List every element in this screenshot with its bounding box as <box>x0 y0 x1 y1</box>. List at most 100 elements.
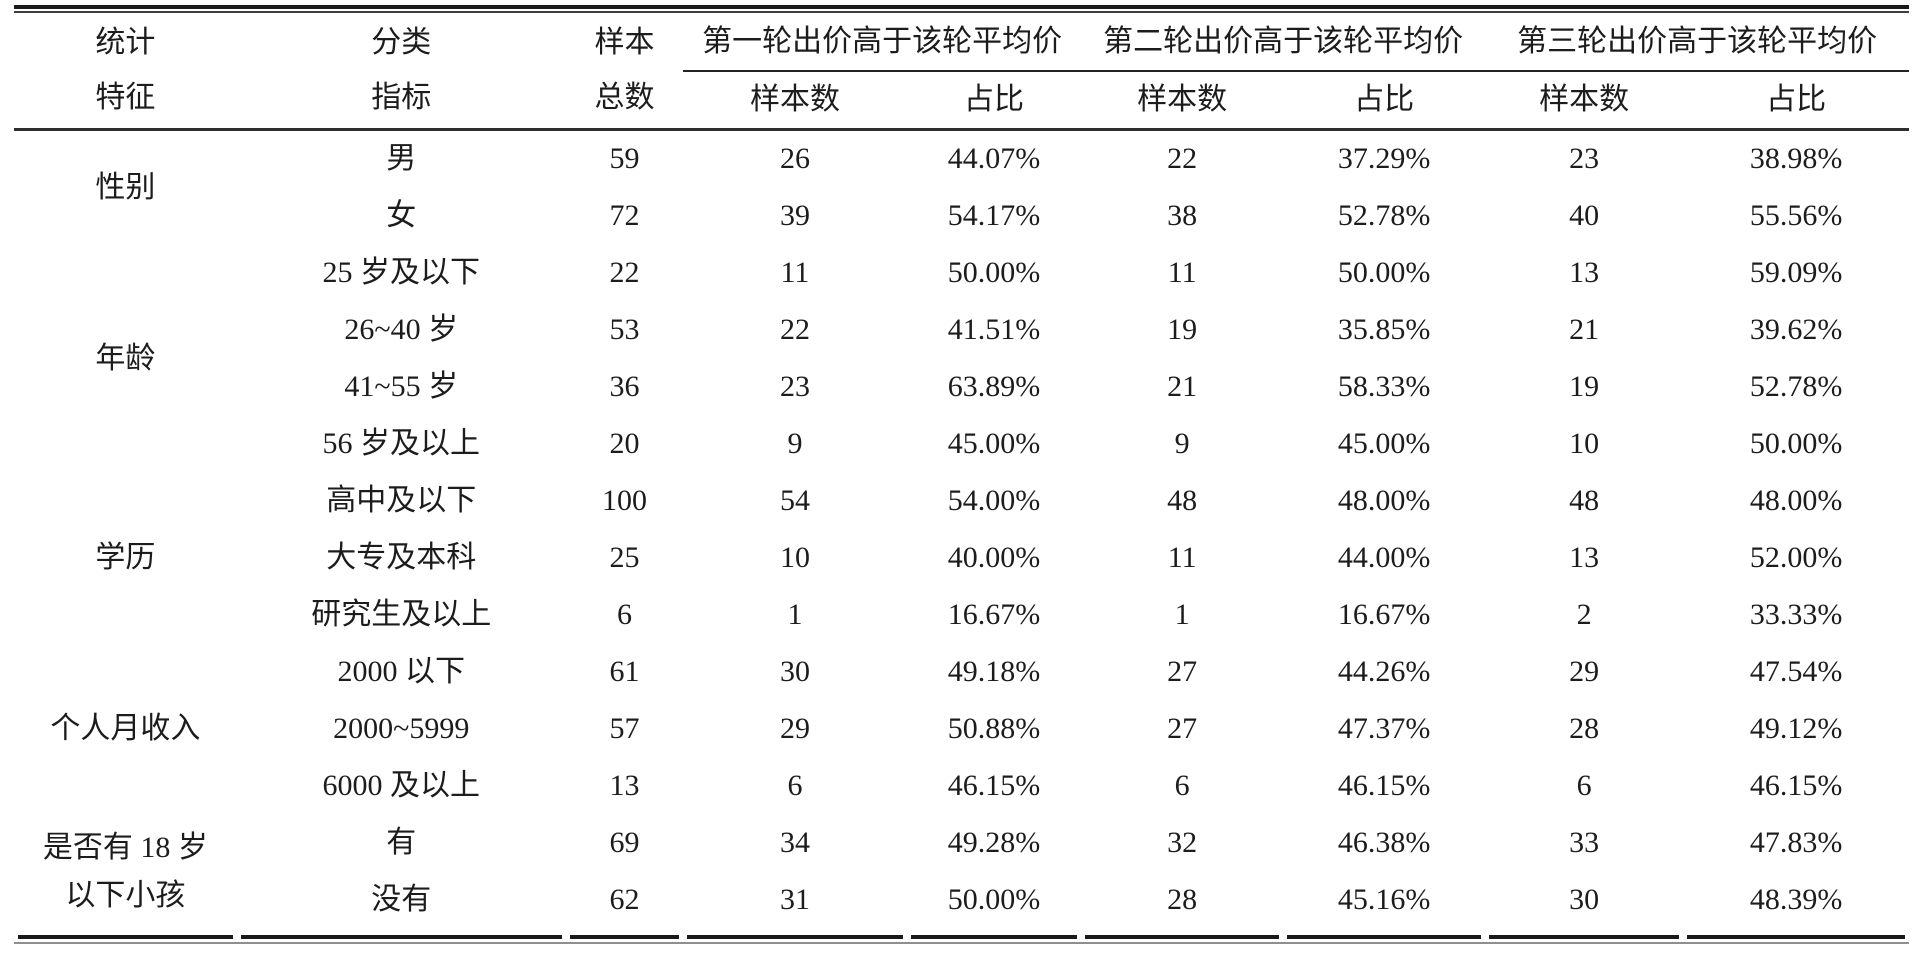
cell-round1-ratio: 54.00% <box>947 484 1041 518</box>
header-round2-group: 第二轮出价高于该轮平均价 <box>1081 13 1486 72</box>
cell-round2-count: 22 <box>1167 142 1198 176</box>
cell-round3-count: 13 <box>1569 541 1600 575</box>
bottom-rule-segment <box>683 934 907 939</box>
cell-round3-ratio: 55.56% <box>1749 199 1843 233</box>
cell-round2-ratio: 44.26% <box>1337 655 1431 689</box>
row-group-label: 年龄 <box>95 341 156 375</box>
cell-round3-count: 13 <box>1569 256 1600 290</box>
cell-round2-count: 38 <box>1167 199 1198 233</box>
cell-round2-ratio: 44.00% <box>1337 541 1431 575</box>
row-group-label: 个人月收入 <box>50 712 201 745</box>
header-round1-group: 第一轮出价高于该轮平均价 <box>683 13 1082 72</box>
cell-round1-ratio: 46.15% <box>947 769 1041 803</box>
cell-round2-count: 48 <box>1167 484 1198 518</box>
cell-round2-ratio: 45.16% <box>1337 883 1431 917</box>
table-body: 性别男 59 26 44.07% 22 37.29% 23 38.98% 女 72 39 54.17%… <box>14 129 1909 929</box>
cell-round3-ratio: 47.83% <box>1749 826 1843 860</box>
subheader-round2-ratio: 占比 <box>1283 71 1486 131</box>
cell-sample-total: 61 <box>609 655 640 689</box>
cell-category: 高中及以下 <box>326 484 477 518</box>
cell-round3-count: 33 <box>1569 826 1600 860</box>
cell-round3-ratio: 39.62% <box>1749 313 1843 347</box>
cell-category: 26~40 岁 <box>344 313 459 347</box>
cell-round1-count: 9 <box>787 427 803 461</box>
cell-round1-ratio: 54.17% <box>947 199 1041 233</box>
header-sub-row: 样本数 占比 样本数 占比 样本数 占比 <box>14 71 1909 131</box>
cell-round1-ratio: 45.00% <box>947 427 1041 461</box>
cell-sample-total: 69 <box>609 826 640 860</box>
cell-round1-count: 23 <box>779 370 810 404</box>
bottom-rule-segment <box>566 934 683 939</box>
cell-sample-total: 53 <box>609 313 640 347</box>
cell-round3-ratio: 48.39% <box>1749 883 1843 917</box>
cell-round2-ratio: 16.67% <box>1337 598 1431 632</box>
cell-sample-total: 62 <box>609 883 640 917</box>
header-class-indicator: 分类 指标 <box>236 13 566 131</box>
cell-round3-count: 6 <box>1576 769 1592 803</box>
cell-round1-count: 1 <box>787 598 803 632</box>
table-row: 6000 及以上 13 6 46.15% 6 46.15% 6 46.15% <box>14 758 1909 815</box>
cell-category: 有 <box>386 826 417 860</box>
subheader-round1-ratio: 占比 <box>906 71 1082 131</box>
cell-round2-count: 1 <box>1174 598 1190 632</box>
table-header: 统计 特征 分类 指标 样本 总数 第一轮出价高于该轮平均价 第二轮出价高于该轮… <box>14 13 1909 131</box>
cell-sample-total: 20 <box>609 427 640 461</box>
cell-round3-count: 10 <box>1569 427 1600 461</box>
cell-round2-ratio: 35.85% <box>1337 313 1431 347</box>
bottom-rule-segment <box>1485 934 1683 939</box>
cell-round3-ratio: 33.33% <box>1749 598 1843 632</box>
cell-category: 6000 及以上 <box>322 769 481 803</box>
cell-round2-count: 28 <box>1167 883 1198 917</box>
bottom-rule-segment <box>237 934 566 939</box>
cell-round3-count: 19 <box>1569 370 1600 404</box>
table-row: 大专及本科 25 10 40.00% 11 44.00% 13 52.00% <box>14 530 1909 587</box>
cell-category: 2000~5999 <box>333 712 470 746</box>
cell-round1-count: 6 <box>787 769 803 803</box>
table-row: 56 岁及以上 20 9 45.00% 9 45.00% 10 50.00% <box>14 416 1909 473</box>
table-row: 没有 62 31 50.00% 28 45.16% 30 48.39% <box>14 872 1909 929</box>
table-row: 2000~5999 57 29 50.88% 27 47.37% 28 49.12% <box>14 701 1909 758</box>
cell-sample-total: 59 <box>609 142 640 176</box>
cell-round3-ratio: 52.00% <box>1749 541 1843 575</box>
row-group-label: 性别 <box>95 170 156 204</box>
subheader-round3-ratio: 占比 <box>1683 71 1909 131</box>
cell-round2-count: 21 <box>1167 370 1198 404</box>
cell-category: 研究生及以上 <box>311 598 492 632</box>
cell-round3-ratio: 52.78% <box>1749 370 1843 404</box>
subheader-round1-sample-count: 样本数 <box>683 71 907 131</box>
cell-round2-ratio: 58.33% <box>1337 370 1431 404</box>
cell-round1-ratio: 49.18% <box>947 655 1041 689</box>
bottom-rule-segment <box>1081 934 1283 939</box>
cell-round2-ratio: 37.29% <box>1337 142 1431 176</box>
cell-category: 41~55 岁 <box>344 370 459 404</box>
cell-sample-total: 6 <box>617 598 632 632</box>
cell-round1-count: 30 <box>779 655 810 689</box>
cell-category: 大专及本科 <box>326 541 477 575</box>
cell-round1-ratio: 41.51% <box>947 313 1041 347</box>
cell-sample-total: 36 <box>609 370 640 404</box>
cell-round3-ratio: 38.98% <box>1749 142 1843 176</box>
cell-category: 56 岁及以上 <box>322 427 481 461</box>
table-row: 女 72 39 54.17% 38 52.78% 40 55.56% <box>14 188 1909 245</box>
cell-round3-ratio: 48.00% <box>1749 484 1843 518</box>
bottom-rule-segment <box>1683 934 1909 939</box>
bottom-rule-segment <box>14 934 237 939</box>
cell-round2-count: 27 <box>1167 712 1198 746</box>
cell-sample-total: 57 <box>609 712 640 746</box>
cell-round2-ratio: 50.00% <box>1337 256 1431 290</box>
table-row: 26~40 岁 53 22 41.51% 19 35.85% 21 39.62% <box>14 302 1909 359</box>
cell-category: 没有 <box>371 883 432 917</box>
table-row: 性别 男 59 26 44.07% 22 37.29% 23 38.98% <box>14 129 1909 203</box>
cell-round3-count: 2 <box>1576 598 1592 632</box>
cell-round3-count: 48 <box>1569 484 1600 518</box>
cell-round2-count: 9 <box>1174 427 1190 461</box>
cell-round2-count: 6 <box>1174 769 1190 803</box>
cell-round1-count: 39 <box>779 199 810 233</box>
bottom-rule-thin <box>14 941 1909 944</box>
cell-round3-count: 40 <box>1569 199 1600 233</box>
cell-round1-count: 22 <box>779 313 810 347</box>
cell-round1-count: 26 <box>779 142 810 176</box>
bottom-rule-segment <box>1283 934 1485 939</box>
cell-round1-count: 11 <box>780 256 810 290</box>
